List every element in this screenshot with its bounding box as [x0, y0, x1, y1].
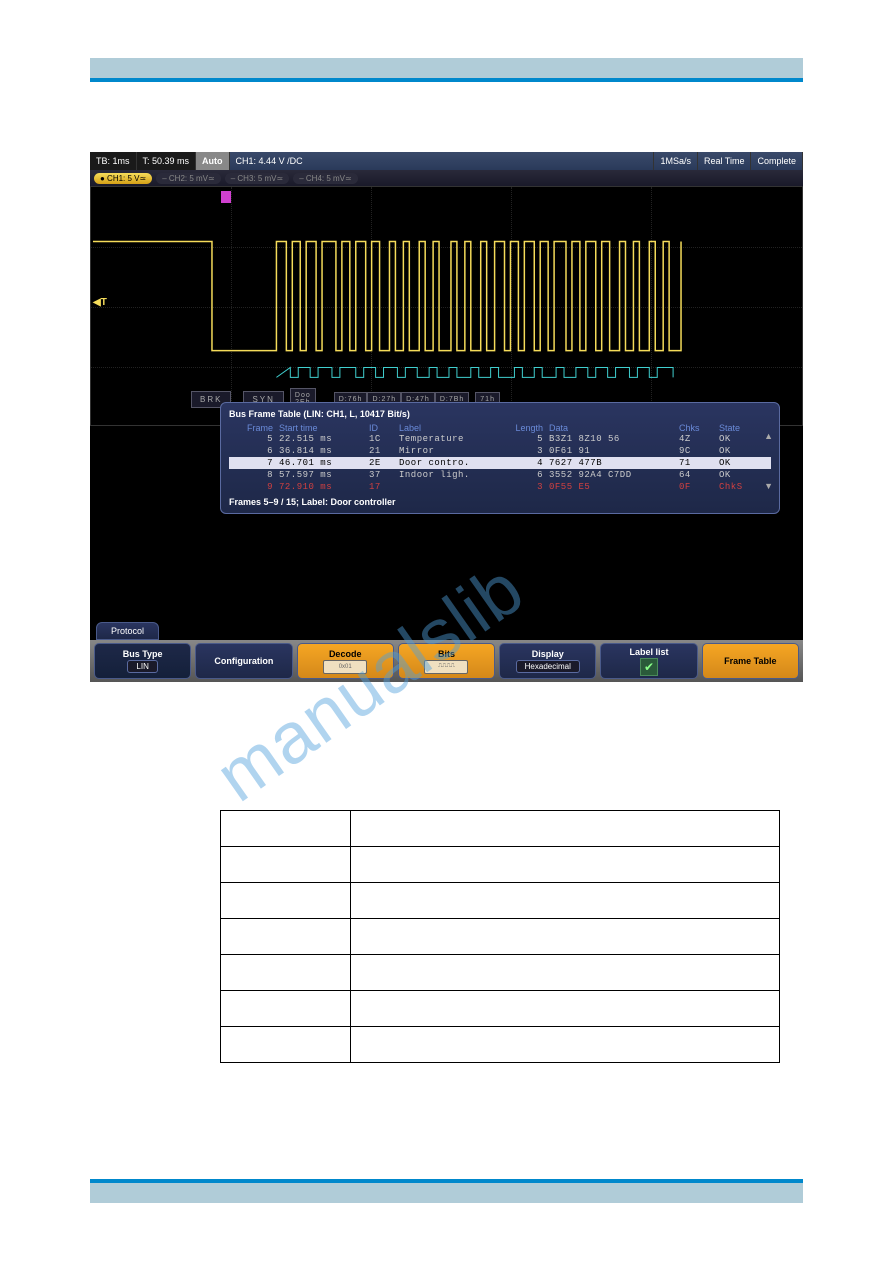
table-cell [351, 919, 780, 955]
status-rate: 1MSa/s [654, 152, 698, 170]
softkey-label: Display [532, 649, 564, 659]
softkey-configuration[interactable]: Configuration [195, 643, 292, 679]
channel-tab-ch3[interactable]: – CH3: 5 mV≃ [225, 173, 290, 184]
table-cell [221, 883, 351, 919]
page-top-line [90, 78, 803, 82]
softkey-label-list[interactable]: Label list ✔ [600, 643, 697, 679]
scroll-up-icon[interactable]: ▲ [764, 431, 773, 441]
table-cell [221, 991, 351, 1027]
table-row[interactable]: 636.814 ms21Mirror30F61 919COK [229, 445, 771, 457]
softkey-bits[interactable]: Bits ⎍⎍⎍⎍ [398, 643, 495, 679]
table-cell [221, 919, 351, 955]
table-row[interactable]: 746.701 ms2EDoor contro.47627 477B71OK [229, 457, 771, 469]
softkey-label: Frame Table [724, 656, 776, 666]
table-cell [351, 955, 780, 991]
document-table [220, 810, 780, 1063]
table-cell [351, 991, 780, 1027]
softkey-label: Bus Type [123, 649, 163, 659]
softkey-decode[interactable]: Decode 0x01 [297, 643, 394, 679]
status-timebase: TB: 1ms [90, 152, 137, 170]
status-mode: Real Time [698, 152, 752, 170]
scroll-down-icon[interactable]: ▼ [764, 481, 773, 491]
channel-tab-ch2[interactable]: – CH2: 5 mV≃ [156, 173, 221, 184]
table-cell [221, 847, 351, 883]
table-row[interactable]: 972.910 ms1730F55 E50FChkS [229, 481, 771, 493]
softkey-value: LIN [127, 660, 157, 673]
channel-tab-ch1[interactable]: ● CH1: 5 V≃ [94, 173, 152, 184]
table-row[interactable]: 857.597 ms37Indoor ligh.63552 92A4 C7DD6… [229, 469, 771, 481]
softkey-value: Hexadecimal [516, 660, 580, 673]
bits-icon: ⎍⎍⎍⎍ [424, 660, 468, 674]
frame-table-title: Bus Frame Table (LIN: CH1, L, 10417 Bit/… [229, 409, 771, 419]
table-cell [221, 955, 351, 991]
status-auto: Auto [196, 152, 230, 170]
status-bar: TB: 1ms T: 50.39 ms Auto CH1: 4.44 V /DC… [90, 152, 803, 170]
softkey-label: Bits [438, 649, 455, 659]
softkey-frame-table[interactable]: Frame Table [702, 643, 799, 679]
bus-frame-table: Bus Frame Table (LIN: CH1, L, 10417 Bit/… [220, 402, 780, 514]
status-complete: Complete [751, 152, 803, 170]
softkey-display[interactable]: Display Hexadecimal [499, 643, 596, 679]
table-cell [221, 811, 351, 847]
page-bottom-bar [90, 1183, 803, 1203]
table-cell [351, 847, 780, 883]
softkey-label: Configuration [214, 656, 273, 666]
table-cell [351, 1027, 780, 1063]
table-cell [221, 1027, 351, 1063]
page-bottom-line [90, 1179, 803, 1183]
channel-tab-ch4[interactable]: – CH4: 5 mV≃ [293, 173, 358, 184]
softkey-label: Label list [630, 647, 669, 657]
decode-icon: 0x01 [323, 660, 367, 674]
oscilloscope-screenshot: TB: 1ms T: 50.39 ms Auto CH1: 4.44 V /DC… [90, 152, 803, 682]
waveform-display: ◀T BRK SYN Doo 2Eh D:76h D:27h D:47h D:7… [90, 186, 803, 426]
tab-protocol[interactable]: Protocol [96, 622, 159, 640]
table-cell [351, 883, 780, 919]
frame-table-footer: Frames 5–9 / 15; Label: Door controller [229, 497, 771, 507]
table-cell [351, 811, 780, 847]
check-icon: ✔ [640, 658, 658, 676]
page-top-bar [90, 58, 803, 78]
frame-table-header: Frame Start time ID Label Length Data Ch… [229, 423, 771, 433]
status-time: T: 50.39 ms [137, 152, 197, 170]
status-channel: CH1: 4.44 V /DC [230, 152, 655, 170]
table-row[interactable]: 522.515 ms1CTemperature5B3Z1 8Z10 564ZOK [229, 433, 771, 445]
softkey-label: Decode [329, 649, 362, 659]
softkey-bus-type[interactable]: Bus Type LIN [94, 643, 191, 679]
channel-tabs: ● CH1: 5 V≃ – CH2: 5 mV≃ – CH3: 5 mV≃ – … [90, 170, 803, 186]
softkey-bar: Bus Type LIN Configuration Decode 0x01 B… [90, 640, 803, 682]
